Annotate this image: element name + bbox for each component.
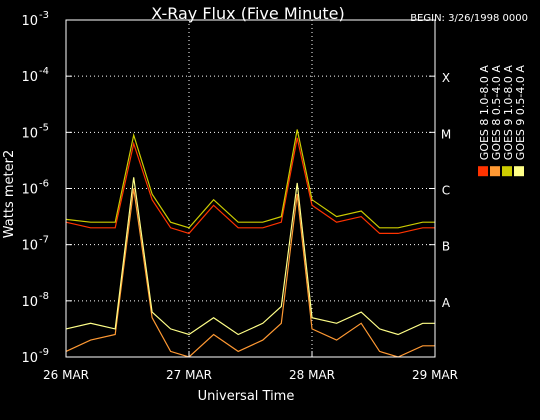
x-tick-label: 28 MAR	[289, 368, 335, 382]
flare-class-label: C	[442, 184, 450, 198]
y-tick-exponent: -3	[39, 10, 49, 21]
flare-class-label: A	[442, 296, 451, 310]
legend-swatch	[502, 166, 512, 177]
y-tick-exponent: -9	[39, 347, 49, 358]
x-tick-label: 27 MAR	[166, 368, 212, 382]
y-tick-base: 10	[21, 70, 38, 85]
grid-layer	[66, 20, 435, 357]
flare-class-labels: A B C M X	[441, 71, 451, 310]
series-line	[65, 137, 435, 235]
legend-label: GOES 9 1.0-8.0 A	[502, 65, 515, 161]
flare-class-label: X	[442, 71, 450, 85]
y-tick-base: 10	[21, 351, 38, 366]
y-axis-label: Watts meter2	[2, 150, 17, 238]
series-line	[65, 177, 435, 336]
y-tick-base: 10	[21, 14, 38, 29]
x-tick-labels: 26 MAR 27 MAR 28 MAR 29 MAR	[43, 351, 458, 382]
y-tick-exponent: -6	[39, 179, 49, 190]
y-tick-base: 10	[21, 239, 38, 254]
flare-class-label: M	[441, 127, 451, 141]
x-axis-label: Universal Time	[198, 389, 295, 404]
y-tick-exponent: -5	[39, 122, 49, 133]
x-tick-label: 29 MAR	[412, 368, 458, 382]
y-tick-exponent: -7	[39, 235, 49, 246]
series-line	[65, 188, 435, 358]
flare-class-label: B	[442, 240, 450, 254]
series-line	[65, 129, 435, 229]
legend-swatch	[478, 166, 488, 177]
legend-swatch	[514, 166, 524, 177]
chart-title: X-Ray Flux (Five Minute)	[151, 4, 344, 23]
legend-label: GOES 8 1.0-8.0 A	[478, 65, 491, 161]
legend-swatch	[490, 166, 500, 177]
series-layer	[65, 129, 435, 358]
legend-label: GOES 9 0.5-4.0 A	[514, 65, 527, 161]
legend: GOES 8 1.0-8.0 A GOES 8 0.5-4.0 A GOES 9 1…	[478, 65, 527, 177]
y-tick-base: 10	[21, 126, 38, 141]
begin-label: BEGIN: 3/26/1998 0000	[410, 13, 528, 24]
y-tick-exponent: -4	[39, 66, 49, 77]
y-tick-labels: 10-910-810-710-610-510-410-3	[21, 10, 435, 366]
y-tick-exponent: -8	[39, 291, 49, 302]
y-tick-base: 10	[21, 183, 38, 198]
y-tick-base: 10	[21, 295, 38, 310]
legend-label: GOES 8 0.5-4.0 A	[490, 65, 503, 161]
x-tick-label: 26 MAR	[43, 368, 89, 382]
